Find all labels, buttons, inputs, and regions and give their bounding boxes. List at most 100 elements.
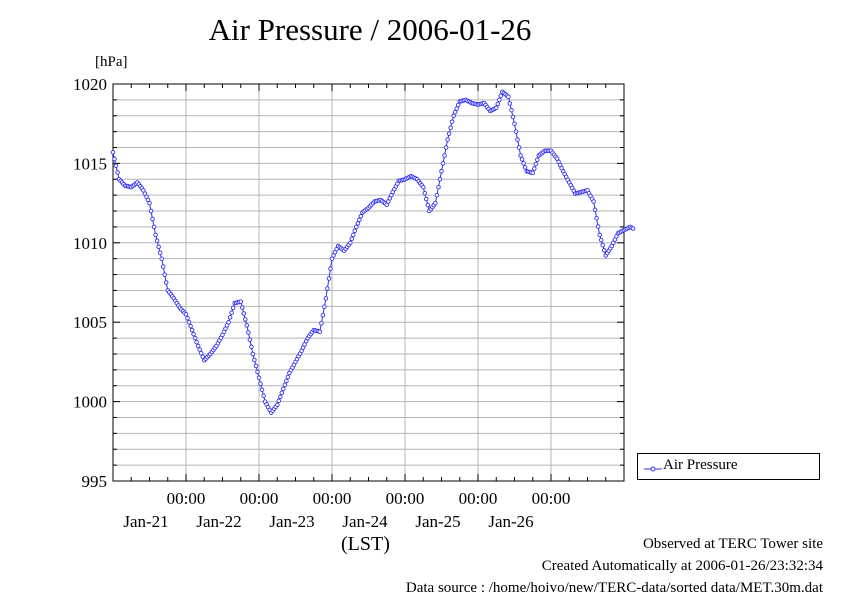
series-line — [112, 91, 634, 414]
data-point — [241, 311, 247, 316]
data-point — [600, 242, 605, 248]
data-point — [183, 312, 189, 317]
data-point — [243, 317, 248, 322]
data-point — [512, 121, 517, 126]
y-tick-label: 1000 — [73, 393, 107, 412]
data-point — [195, 343, 201, 349]
data-point — [421, 184, 426, 190]
data-point — [595, 224, 601, 229]
data-point — [154, 238, 160, 244]
y-axis-unit: [hPa] — [95, 54, 128, 70]
data-point — [256, 375, 262, 381]
data-point — [319, 321, 324, 326]
data-point — [513, 129, 519, 134]
x-tick-label-time: 00:00 — [459, 489, 498, 508]
data-point — [449, 119, 455, 124]
data-point — [516, 145, 522, 150]
data-point — [445, 137, 450, 142]
data-point — [282, 382, 288, 388]
data-point — [510, 114, 516, 120]
data-point — [276, 398, 282, 404]
data-point — [261, 393, 266, 398]
data-point — [160, 264, 166, 269]
data-point — [592, 207, 598, 213]
data-point — [433, 200, 438, 206]
data-point — [197, 347, 202, 352]
data-point — [249, 344, 254, 350]
x-tick-label-date: Jan-25 — [415, 512, 460, 531]
data-point — [594, 215, 599, 221]
data-point — [188, 323, 193, 329]
y-tick-label: 1015 — [73, 154, 107, 173]
data-point — [597, 232, 602, 238]
data-point — [192, 335, 198, 341]
data-point — [281, 386, 286, 392]
data-point — [519, 157, 525, 162]
data-point — [352, 228, 358, 234]
data-point — [495, 101, 501, 107]
legend: Air Pressure — [637, 453, 820, 480]
data-point — [151, 224, 157, 230]
data-point — [425, 202, 431, 208]
data-point — [110, 150, 116, 155]
data-point — [150, 216, 155, 222]
data-point — [601, 248, 607, 253]
y-tick-label: 1010 — [73, 234, 107, 253]
x-tick-label-date: Jan-22 — [196, 512, 241, 531]
data-point — [258, 381, 263, 386]
data-point — [494, 105, 499, 111]
data-point — [354, 224, 359, 230]
footer-source: Data source : /home/hoivo/new/TERC-data/… — [405, 580, 823, 596]
data-point — [229, 310, 234, 315]
data-point — [157, 250, 163, 255]
data-point — [422, 190, 428, 196]
series-air-pressure — [110, 89, 636, 415]
data-point — [113, 163, 119, 169]
data-point — [355, 221, 361, 226]
data-point — [598, 237, 604, 243]
x-tick-label-time: 00:00 — [240, 489, 279, 508]
data-point — [185, 315, 190, 321]
data-point — [259, 387, 265, 392]
data-point — [351, 232, 356, 238]
data-point — [162, 272, 167, 277]
data-point — [348, 240, 353, 246]
footer-observed: Observed at TERC Tower site — [642, 536, 823, 552]
x-tick-label-time: 00:00 — [313, 489, 352, 508]
data-point — [253, 363, 259, 369]
data-point — [434, 192, 440, 198]
data-point — [284, 378, 289, 384]
data-point — [442, 153, 447, 158]
data-point — [437, 177, 443, 182]
data-point — [533, 161, 539, 167]
data-point — [424, 196, 429, 202]
data-point — [630, 226, 636, 231]
legend-label: Air Pressure — [663, 457, 738, 473]
data-point — [191, 331, 196, 337]
data-point — [159, 256, 164, 261]
data-point — [240, 305, 245, 310]
data-point — [227, 315, 233, 320]
data-point — [507, 101, 513, 106]
data-point — [532, 166, 537, 171]
data-point — [244, 323, 250, 328]
data-point — [535, 157, 540, 163]
x-tick-label-date: Jan-24 — [342, 512, 388, 531]
data-point — [358, 213, 364, 219]
data-point — [320, 312, 326, 318]
chart-title: Air Pressure / 2006-01-26 — [208, 12, 532, 47]
data-point — [530, 170, 536, 176]
data-point — [247, 337, 253, 342]
data-point — [452, 109, 458, 115]
y-tick-label: 1005 — [73, 313, 107, 332]
data-point — [591, 199, 596, 204]
data-point — [230, 305, 236, 311]
footer-created: Created Automatically at 2006-01-26/23:3… — [541, 558, 823, 574]
data-point — [279, 390, 285, 396]
data-point — [451, 113, 456, 119]
data-point — [455, 102, 461, 108]
data-point — [148, 208, 154, 214]
data-point — [454, 106, 459, 111]
data-point — [278, 394, 283, 400]
data-point — [275, 402, 280, 408]
